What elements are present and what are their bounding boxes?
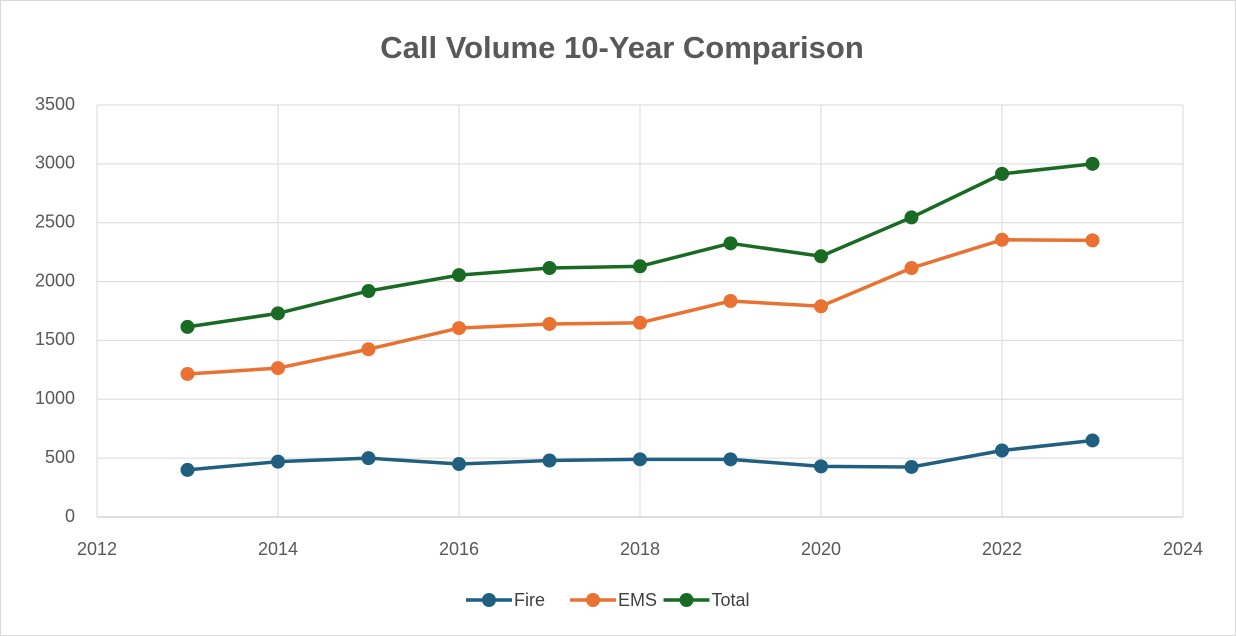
x-tick-label: 2016 [439,539,479,559]
data-point [452,457,466,472]
data-point [361,342,376,357]
data-point [723,236,738,251]
legend-marker [482,593,496,607]
data-point [542,261,557,276]
y-tick-label: 2500 [35,211,75,231]
data-point [180,366,195,381]
y-tick-label: 1000 [35,388,75,408]
data-point [995,166,1009,181]
data-point [814,249,828,264]
legend-label: Total [712,590,750,610]
y-tick-label: 3000 [35,153,75,173]
data-point [271,454,285,469]
data-point [452,268,466,283]
data-point [542,453,557,468]
legend-marker [679,593,694,607]
data-point [904,261,919,276]
x-tick-label: 2020 [801,539,841,559]
chart-title: Call Volume 10-Year Comparison [380,30,864,65]
data-point [814,459,828,474]
x-tick-label: 2012 [77,539,117,559]
legend-label: Fire [514,590,545,610]
data-point [271,361,285,376]
y-tick-label: 0 [65,506,75,526]
data-point [1085,233,1100,248]
x-tick-label: 2024 [1163,539,1203,559]
data-point [904,459,919,474]
y-tick-label: 500 [45,447,75,467]
x-tick-label: 2022 [982,539,1022,559]
data-point [452,321,466,336]
data-point [180,462,195,477]
x-tick-label: 2018 [620,539,660,559]
data-point [633,452,647,467]
data-point [271,306,285,321]
data-point [1085,433,1100,448]
data-point [633,259,647,274]
y-tick-label: 2000 [35,270,75,290]
data-point [361,283,376,298]
data-point [814,299,828,314]
x-tick-label: 2014 [258,539,298,559]
data-point [995,232,1009,247]
data-point [995,443,1009,458]
data-point [633,315,647,330]
legend-label: EMS [618,590,657,610]
y-tick-label: 3500 [35,94,75,114]
data-point [723,452,738,467]
data-point [542,316,557,331]
data-point [1085,156,1100,171]
y-tick-label: 1500 [35,329,75,349]
data-point [723,293,738,308]
data-point [180,319,195,334]
data-point [361,451,376,466]
legend-marker [586,593,600,607]
data-point [904,210,919,225]
